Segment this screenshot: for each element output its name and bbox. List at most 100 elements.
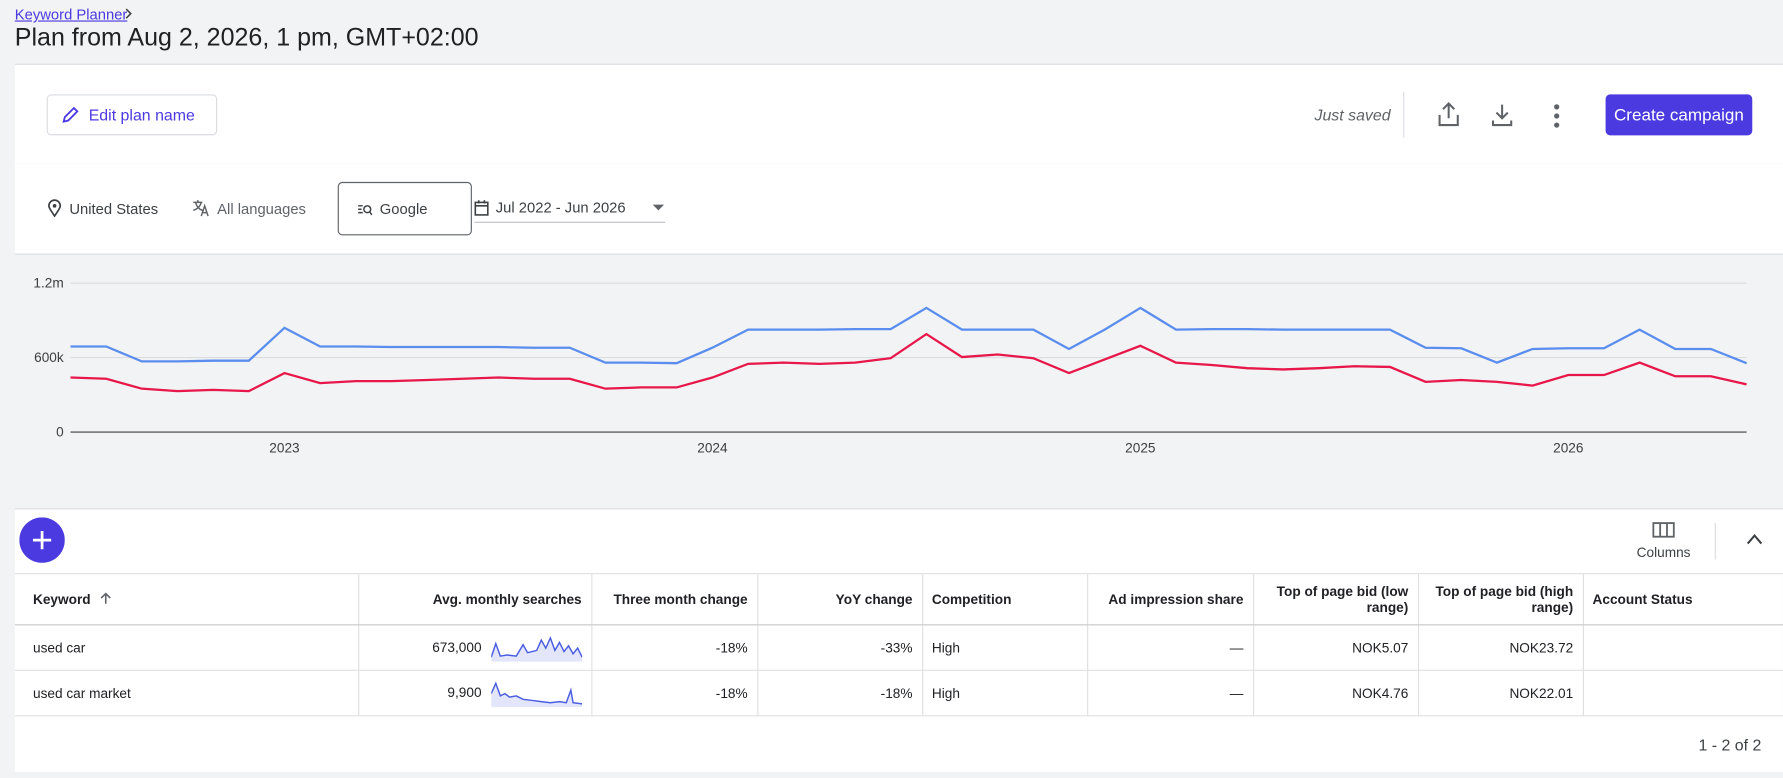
sparkline-area xyxy=(490,682,582,707)
cell-text: -18% xyxy=(880,685,913,702)
cell-text: used car xyxy=(32,639,86,656)
table-cell xyxy=(1582,624,1783,671)
column-header-label: Avg. monthly searches xyxy=(432,591,582,608)
cell-text: High xyxy=(931,685,960,702)
pin-icon xyxy=(48,199,62,218)
x-tick-label: 2023 xyxy=(269,441,299,456)
cell-text: — xyxy=(1229,639,1244,656)
translate-icon xyxy=(193,200,209,217)
table-cell: NOK5.07 xyxy=(1253,624,1419,671)
column-header: Three month change xyxy=(591,573,758,626)
network-label: Google xyxy=(379,200,428,218)
column-header-label: Top of page bid (low range) xyxy=(1276,583,1409,616)
column-header-label: Top of page bid (high range) xyxy=(1435,583,1574,616)
sparkline-line xyxy=(489,680,582,705)
column-header: Top of page bid (high range) xyxy=(1417,573,1584,626)
share-icon[interactable] xyxy=(1436,101,1461,128)
table-cell: NOK22.01 xyxy=(1417,670,1584,717)
table-cell: -18% xyxy=(757,670,923,717)
pencil-icon xyxy=(62,106,79,123)
columns-button[interactable]: Columns xyxy=(1618,521,1709,561)
edit-plan-button[interactable]: Edit plan name xyxy=(46,94,218,136)
dropdown-caret xyxy=(652,204,665,210)
save-status: Just saved xyxy=(1314,105,1391,124)
sparkline xyxy=(489,635,583,662)
table-cell: -33% xyxy=(757,624,923,671)
table-cell: -18% xyxy=(591,670,758,717)
column-header-label: Three month change xyxy=(613,591,748,608)
table-cell: NOK23.72 xyxy=(1417,624,1584,671)
column-header-label: Account Status xyxy=(1592,591,1693,608)
cell-text: — xyxy=(1229,685,1244,702)
table-body: used car 673,000 -18% -33% High — NOK5.07 NOK23… xyxy=(14,624,1783,717)
cell-text: NOK23.72 xyxy=(1509,639,1574,656)
y-tick-label: 0 xyxy=(56,425,64,440)
column-header: Account Status xyxy=(1582,573,1783,626)
column-header-label: Competition xyxy=(931,591,1012,608)
column-header: YoY change xyxy=(757,573,923,626)
cell-text: NOK4.76 xyxy=(1352,685,1409,702)
table-cell: NOK4.76 xyxy=(1253,670,1419,717)
date-range-filter[interactable]: Jul 2022 - Jun 2026 xyxy=(474,198,666,223)
pagination: 1 - 2 of 2 xyxy=(1698,735,1762,754)
cell-text: NOK22.01 xyxy=(1509,685,1574,702)
column-header-label: Ad impression share xyxy=(1108,591,1244,608)
sort-arrow xyxy=(100,592,111,604)
table-cell: High xyxy=(922,624,1088,671)
chart: 0 600k 1.2m 2023 2024 2025 2026 xyxy=(33,276,1748,456)
date-range-label: Jul 2022 - Jun 2026 xyxy=(495,198,626,217)
cell-text: -18% xyxy=(715,685,748,702)
language-filter[interactable]: All languages xyxy=(192,199,306,217)
cell-text: -33% xyxy=(880,639,913,656)
create-campaign-button[interactable]: Create campaign xyxy=(1605,94,1753,136)
column-header: Competition xyxy=(922,573,1088,626)
table-row: used car 673,000 -18% -33% High — NOK5.07 NOK23… xyxy=(14,624,1783,671)
series-line xyxy=(70,332,1747,393)
x-tick-label: 2025 xyxy=(1125,441,1155,456)
keyword-table-panel: Columns Keyword Avg. monthly searches Thre… xyxy=(14,508,1783,773)
columns-label: Columns xyxy=(1636,544,1691,561)
table-cell: 673,000 xyxy=(358,624,592,671)
language-label: All languages xyxy=(217,199,306,217)
x-tick-label: 2024 xyxy=(697,441,728,456)
cell-text: used car market xyxy=(32,685,131,702)
column-header: Top of page bid (low range) xyxy=(1253,573,1419,626)
cell-text: -18% xyxy=(715,639,748,656)
download-icon[interactable] xyxy=(1490,101,1515,128)
column-header-label: YoY change xyxy=(835,591,913,608)
cell-text: NOK5.07 xyxy=(1352,639,1409,656)
collapse-icon[interactable] xyxy=(1745,532,1763,546)
table-cell: used car market xyxy=(14,670,359,717)
header-row: Keyword Avg. monthly searches Three month … xyxy=(14,573,1783,626)
sparkline-line xyxy=(489,635,583,658)
cell-text: High xyxy=(931,639,960,656)
breadcrumb[interactable]: Keyword Planner xyxy=(14,5,128,23)
breadcrumb-chevron xyxy=(125,8,132,19)
divider xyxy=(1714,523,1716,560)
more-icon[interactable] xyxy=(1550,103,1564,128)
y-tick-label: 1.2m xyxy=(33,276,63,291)
cell-text: 9,900 xyxy=(447,684,482,701)
table-cell: 9,900 xyxy=(358,670,592,717)
edit-plan-label: Edit plan name xyxy=(88,105,195,124)
add-keyword-button[interactable] xyxy=(19,517,65,563)
filter-bar: United States All languages Google Jul 2… xyxy=(14,163,1783,255)
network-filter[interactable]: Google xyxy=(337,181,472,236)
table-cell: — xyxy=(1087,624,1254,671)
plan-toolbar: Edit plan name Just saved Create campaig… xyxy=(14,63,1783,165)
keyword-table: Keyword Avg. monthly searches Three month … xyxy=(14,573,1783,717)
x-tick-label: 2026 xyxy=(1553,441,1583,456)
location-filter[interactable]: United States xyxy=(47,199,158,218)
columns-icon xyxy=(1652,522,1675,538)
column-header: Avg. monthly searches xyxy=(358,573,592,626)
series-line xyxy=(70,306,1748,365)
column-header: Keyword xyxy=(14,573,359,626)
table-cell: High xyxy=(922,670,1088,717)
column-header: Ad impression share xyxy=(1087,573,1254,626)
table-cell xyxy=(1582,670,1783,717)
y-tick-label: 600k xyxy=(34,350,64,365)
table-cell: — xyxy=(1087,670,1254,717)
cell-text: 673,000 xyxy=(432,638,482,655)
